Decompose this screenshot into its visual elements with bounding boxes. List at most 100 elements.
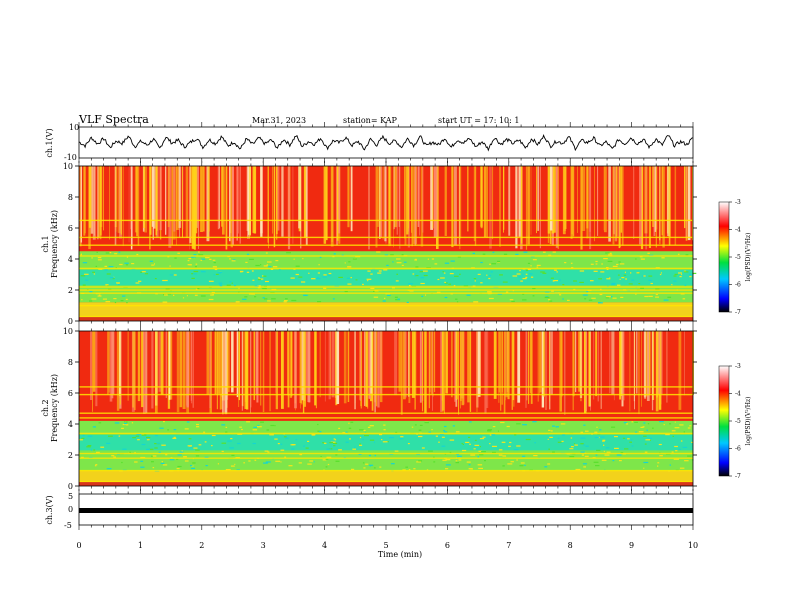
ch2-spectrogram-speckle (383, 429, 386, 431)
ch1-spectrogram-streak (83, 166, 86, 236)
ch1-spectrogram-speckle (332, 298, 335, 300)
ch2-spectrogram-streak (580, 331, 582, 402)
ch1-spectrogram-speckle (370, 273, 373, 275)
ch2-spectrogram-speckle (439, 433, 444, 435)
ch1-spectrogram-speckle (386, 264, 389, 266)
ch1-spectrogram-speckle (229, 258, 231, 260)
ch1-spectrogram-streak (432, 166, 434, 229)
ch1-spectrogram-speckle (149, 260, 153, 262)
ch2-spectrogram-speckle (675, 450, 678, 452)
ch1-spectrogram-streak (330, 166, 334, 247)
ch2-spectrogram-speckle (500, 421, 505, 424)
ch1-spectrogram-streak (231, 166, 234, 245)
ch1-spectrogram-speckle (558, 279, 561, 281)
ch1-spectrogram-speckle (443, 272, 446, 274)
ch1-spectrogram-speckle (518, 276, 522, 278)
ch1-spectrogram-speckle (611, 282, 616, 284)
ch1-spectrogram-speckle (95, 265, 98, 267)
ch1-spectrogram-streak (238, 166, 239, 234)
ch2-spectrogram-streak (324, 331, 326, 402)
ch1-spectrogram-speckle (249, 258, 254, 260)
ch1-spectrogram-speckle (492, 251, 495, 253)
ch2-spectrogram-streak (441, 331, 444, 412)
ch2-spectrogram-speckle (335, 454, 338, 456)
ch2-spectrogram-speckle (303, 445, 305, 447)
ch1-spectrogram-speckle (193, 254, 197, 256)
ch2-spectrogram-speckle (146, 436, 151, 439)
ch1-spectrogram-streak (193, 166, 196, 250)
ch2-spectrogram-streak (398, 331, 401, 392)
ch1-spectrogram-streak (564, 166, 567, 229)
ch1-spectrogram-speckle (453, 285, 456, 287)
ch2-spectrogram-streak (319, 331, 321, 398)
ch1-spectrogram-speckle (106, 273, 111, 275)
ch2-spectrogram-speckle (129, 451, 131, 453)
ch1-spectrogram-streak (422, 166, 424, 233)
ch1-spectrogram-speckle (406, 301, 409, 303)
ch2-spectrogram-speckle (552, 425, 555, 427)
ch2-spectrogram-speckle (190, 465, 193, 467)
ch2-spectrogram-speckle (307, 440, 310, 442)
ch2-spectrogram-streak (371, 331, 374, 411)
ch1-spectrogram-speckle (191, 273, 195, 275)
ch1-spectrogram-speckle (333, 253, 336, 255)
ch1-spectrogram-speckle (107, 285, 109, 287)
ch2-spectrogram-streak (224, 331, 228, 415)
ch2-spectrogram-streak (299, 331, 302, 404)
ch2-colorbar: -3 -4 -5 -6 -7 log(PSD)(V²/Hz) (718, 363, 752, 480)
ch2-spectrogram-speckle (217, 463, 219, 465)
ch1-spectrogram-speckle (655, 293, 658, 296)
ch1-spectrogram-speckle (105, 301, 111, 303)
ch2-spectrogram-speckle (509, 441, 512, 444)
ch1-spectrogram-streak (198, 166, 199, 232)
ch1-spectrogram-speckle (548, 299, 551, 301)
ch1-spectrogram-streak (168, 166, 172, 248)
ch2-spectrogram-speckle (452, 425, 455, 427)
ch1-spectrogram-speckle (638, 283, 641, 285)
ch2-spectrogram-speckle (438, 441, 440, 443)
ch2-spectrogram-streak (564, 331, 566, 415)
ch1-spectrogram-streak (659, 166, 661, 241)
ch1-spectrogram-speckle (598, 278, 602, 280)
ch1-spectrogram-streak (459, 166, 461, 250)
ch1-spectrogram-streak (549, 166, 553, 231)
ch1-spectrogram-streak (393, 166, 395, 230)
ch2-spectrogram-speckle (333, 445, 336, 447)
ch1-spectrogram-speckle (611, 296, 613, 298)
ch1-spectrogram-speckle (376, 251, 381, 253)
ch1-spectrogram-streak (604, 166, 607, 233)
ch2-spectrogram-streak (291, 331, 293, 397)
ch2-spectrogram-streak (650, 331, 652, 394)
ch2-spectrogram-speckle (418, 460, 423, 462)
ch2-spectrogram-streak (360, 331, 362, 409)
ch2-spectrogram-speckle (291, 448, 295, 450)
ch2-spectrogram-speckle (455, 462, 459, 464)
ch2-spectrogram-speckle (131, 422, 134, 424)
ch1-spectrogram-streak (603, 166, 605, 231)
ch2-spectrogram-speckle (394, 450, 399, 452)
ch1-spectrogram-speckle (582, 294, 588, 296)
ch2-spectrogram-streak (219, 331, 222, 410)
ch1-spectrogram-speckle (440, 277, 445, 279)
ch2-spectrogram-streak (600, 331, 602, 409)
ch1-spectrogram-streak (662, 166, 665, 248)
ch1-spectrogram-streak (376, 166, 380, 227)
ch1-spectrogram-speckle (366, 278, 372, 280)
ch2-spectrogram-streak (486, 331, 489, 408)
ch1-spectrogram-speckle (482, 253, 486, 255)
ch2-spectrogram-speckle (631, 445, 634, 447)
ch1-spectrogram-speckle (124, 262, 129, 264)
ch1-spectrogram-speckle (251, 270, 254, 272)
ch1-spectrogram-streak (473, 166, 476, 242)
ch2-spectrogram-speckle (571, 446, 574, 448)
ch2-spectrogram-speckle (580, 431, 583, 433)
ch2-spectrogram-speckle (325, 458, 329, 460)
ch2-spectrogram-streak (661, 331, 663, 395)
ch2-spectrogram-speckle (94, 465, 97, 467)
ch1-spectrogram-streak (674, 166, 677, 246)
ch2-spectrogram-streak (460, 331, 462, 401)
ch1-spectrogram-streak (537, 166, 539, 231)
ch2-spectrogram-speckle (449, 451, 452, 454)
ch1-spectrogram-speckle (252, 279, 255, 281)
ch1-spectrogram-speckle (683, 270, 687, 272)
